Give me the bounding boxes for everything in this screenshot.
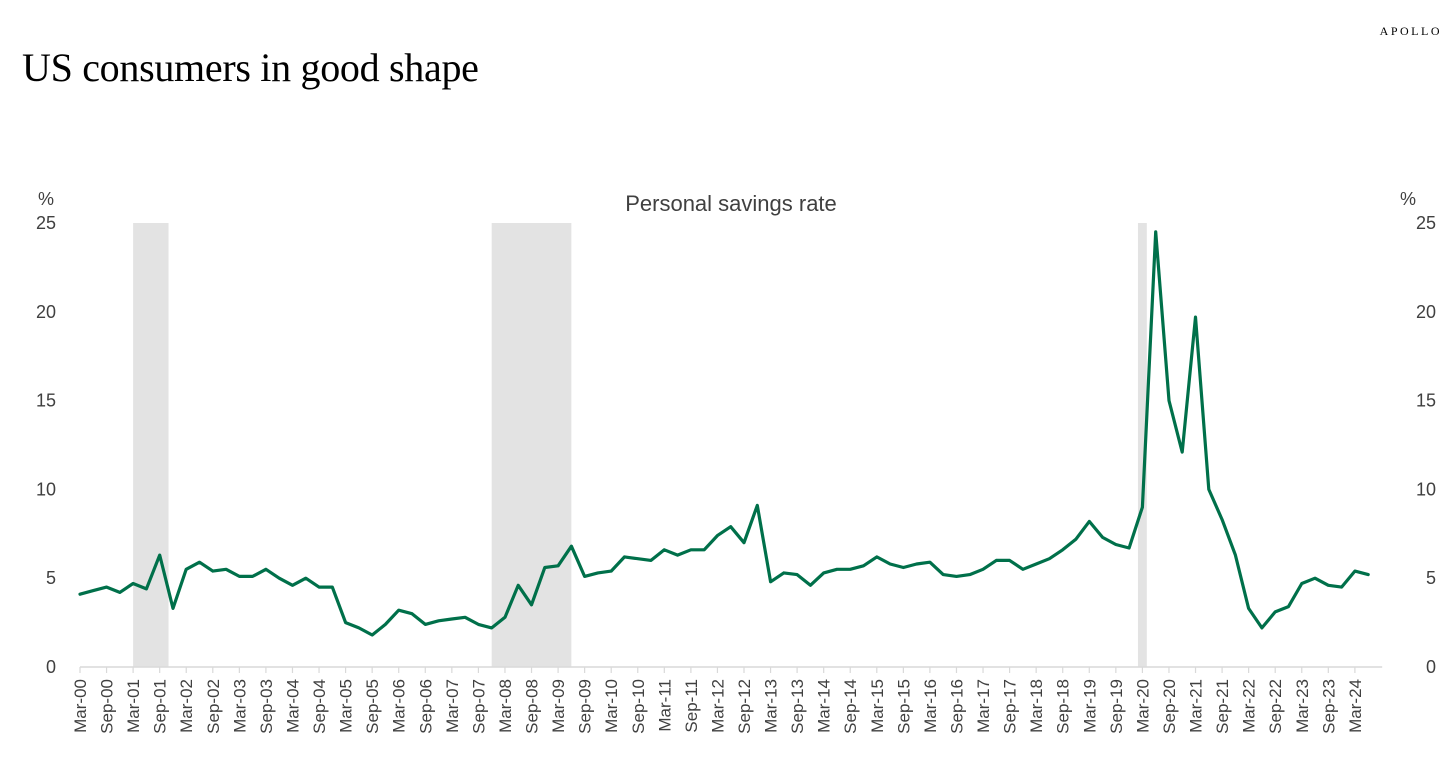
x-tick-label: Mar-07 <box>443 679 462 733</box>
recession-band-3 <box>1137 223 1147 667</box>
chart-title: Personal savings rate <box>625 191 837 216</box>
x-tick-label: Sep-07 <box>469 679 488 734</box>
recession-band-2 <box>491 223 572 667</box>
x-tick-label: Sep-22 <box>1266 679 1285 734</box>
x-tick-label: Mar-01 <box>124 679 143 733</box>
y-tick-label-left: 10 <box>36 479 56 499</box>
x-tick-label: Mar-14 <box>815 679 834 733</box>
page-title: US consumers in good shape <box>22 45 479 90</box>
x-tick-label: Mar-02 <box>177 679 196 733</box>
y-axis-right: 0 5 10 15 20 25 <box>1416 213 1436 677</box>
y-tick-label-right: 5 <box>1426 568 1436 588</box>
x-tick-label: Mar-08 <box>496 679 515 733</box>
x-tick-label: Mar-04 <box>283 679 302 733</box>
x-tick-label: Mar-10 <box>602 679 621 733</box>
x-tick-label: Mar-22 <box>1240 679 1259 733</box>
y-tick-label-left: 25 <box>36 213 56 233</box>
x-tick-label: Sep-02 <box>204 679 223 734</box>
x-tick-label: Mar-09 <box>549 679 568 733</box>
y-axis-left: 0 5 10 15 20 25 <box>36 213 56 677</box>
recession-bands <box>133 223 1147 667</box>
x-tick-label: Mar-18 <box>1027 679 1046 733</box>
x-tick-label: Mar-21 <box>1187 679 1206 733</box>
y-tick-label-left: 15 <box>36 391 56 411</box>
recession-band-1 <box>133 223 169 667</box>
x-tick-label: Sep-10 <box>629 679 648 734</box>
x-tick-label: Sep-09 <box>576 679 595 734</box>
x-tick-label: Mar-19 <box>1080 679 1099 733</box>
y-tick-label-right: 20 <box>1416 302 1436 322</box>
x-tick-label: Mar-00 <box>71 679 90 733</box>
x-tick-label: Sep-18 <box>1054 679 1073 734</box>
x-tick-label: Sep-03 <box>257 679 276 734</box>
x-tick-label: Sep-23 <box>1319 679 1338 734</box>
x-tick-label: Mar-13 <box>762 679 781 733</box>
x-tick-label: Mar-06 <box>390 679 409 733</box>
x-tick-label: Sep-01 <box>151 679 170 734</box>
x-tick-label: Sep-04 <box>310 679 329 734</box>
x-tick-label: Sep-12 <box>735 679 754 734</box>
y-axis-right-label: % <box>1400 189 1416 209</box>
x-tick-label: Mar-12 <box>708 679 727 733</box>
x-tick-label: Mar-24 <box>1346 679 1365 733</box>
y-tick-label-left: 5 <box>46 568 56 588</box>
x-tick-label: Sep-11 <box>682 679 701 733</box>
x-tick-label: Mar-20 <box>1133 679 1152 733</box>
x-tick-label: Sep-20 <box>1160 679 1179 734</box>
x-tick-label: Sep-08 <box>523 679 542 734</box>
x-tick-label: Sep-06 <box>416 679 435 734</box>
x-tick-label: Mar-11 <box>655 679 674 732</box>
brand-logo: APOLLO <box>1379 24 1442 38</box>
y-tick-label-right: 25 <box>1416 213 1436 233</box>
y-axis-left-label: % <box>38 189 54 209</box>
y-tick-label-left: 0 <box>46 657 56 677</box>
x-tick-label: Mar-23 <box>1293 679 1312 733</box>
y-tick-label-left: 20 <box>36 302 56 322</box>
y-tick-label-right: 15 <box>1416 391 1436 411</box>
y-tick-label-right: 0 <box>1426 657 1436 677</box>
x-tick-label: Mar-05 <box>337 679 356 733</box>
x-tick-label: Sep-13 <box>788 679 807 734</box>
x-axis-ticks: Mar-00 Sep-00 Mar-01 Sep-01 Mar-02 Sep-02 Mar-… <box>71 667 1365 734</box>
x-tick-label: Mar-03 <box>230 679 249 733</box>
x-tick-label: Sep-05 <box>363 679 382 734</box>
x-tick-label: Mar-15 <box>868 679 887 733</box>
x-tick-label: Sep-17 <box>1001 679 1020 734</box>
x-tick-label: Mar-17 <box>974 679 993 733</box>
y-tick-label-right: 10 <box>1416 479 1436 499</box>
x-tick-label: Sep-21 <box>1213 679 1232 734</box>
x-tick-label: Sep-15 <box>894 679 913 734</box>
x-tick-label: Sep-16 <box>947 679 966 734</box>
x-tick-label: Mar-16 <box>921 679 940 733</box>
x-tick-label: Sep-00 <box>98 679 117 734</box>
x-tick-label: Sep-19 <box>1107 679 1126 734</box>
series-line-savings-rate <box>78 230 1370 637</box>
x-tick-label: Sep-14 <box>841 679 860 734</box>
